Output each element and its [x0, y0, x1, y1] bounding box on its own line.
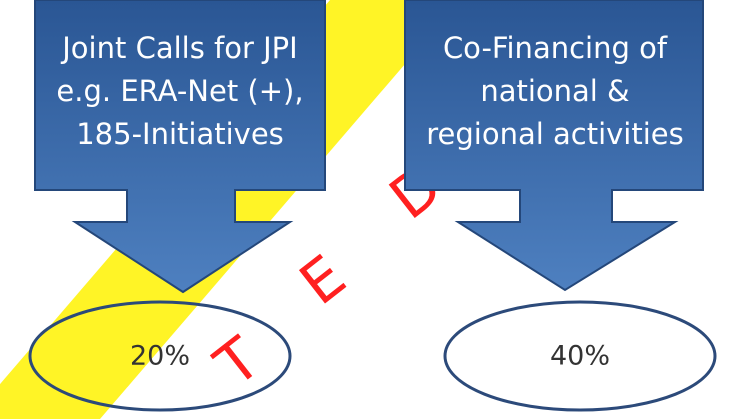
callout-text: e.g. ERA-Net (+), — [56, 74, 303, 108]
callout-right — [404, 0, 704, 292]
arrow-callout — [34, 0, 326, 294]
callout-text: Co-Financing of — [443, 31, 668, 65]
callout-text: regional activities — [426, 117, 684, 151]
result-label: 20% — [130, 341, 190, 372]
result-label: 40% — [550, 341, 610, 372]
watermark-letter: E — [287, 242, 358, 318]
texts: Joint Calls for JPI e.g. ERA-Net (+), 185-… — [56, 31, 683, 372]
callout-text: Joint Calls for JPI — [60, 31, 297, 65]
arrow-callout — [404, 0, 704, 292]
callout-left — [34, 0, 326, 294]
result-oval — [28, 300, 292, 412]
result-oval — [443, 300, 717, 412]
callout-text: 185-Initiatives — [76, 117, 284, 151]
callout-text: national & — [480, 74, 629, 108]
